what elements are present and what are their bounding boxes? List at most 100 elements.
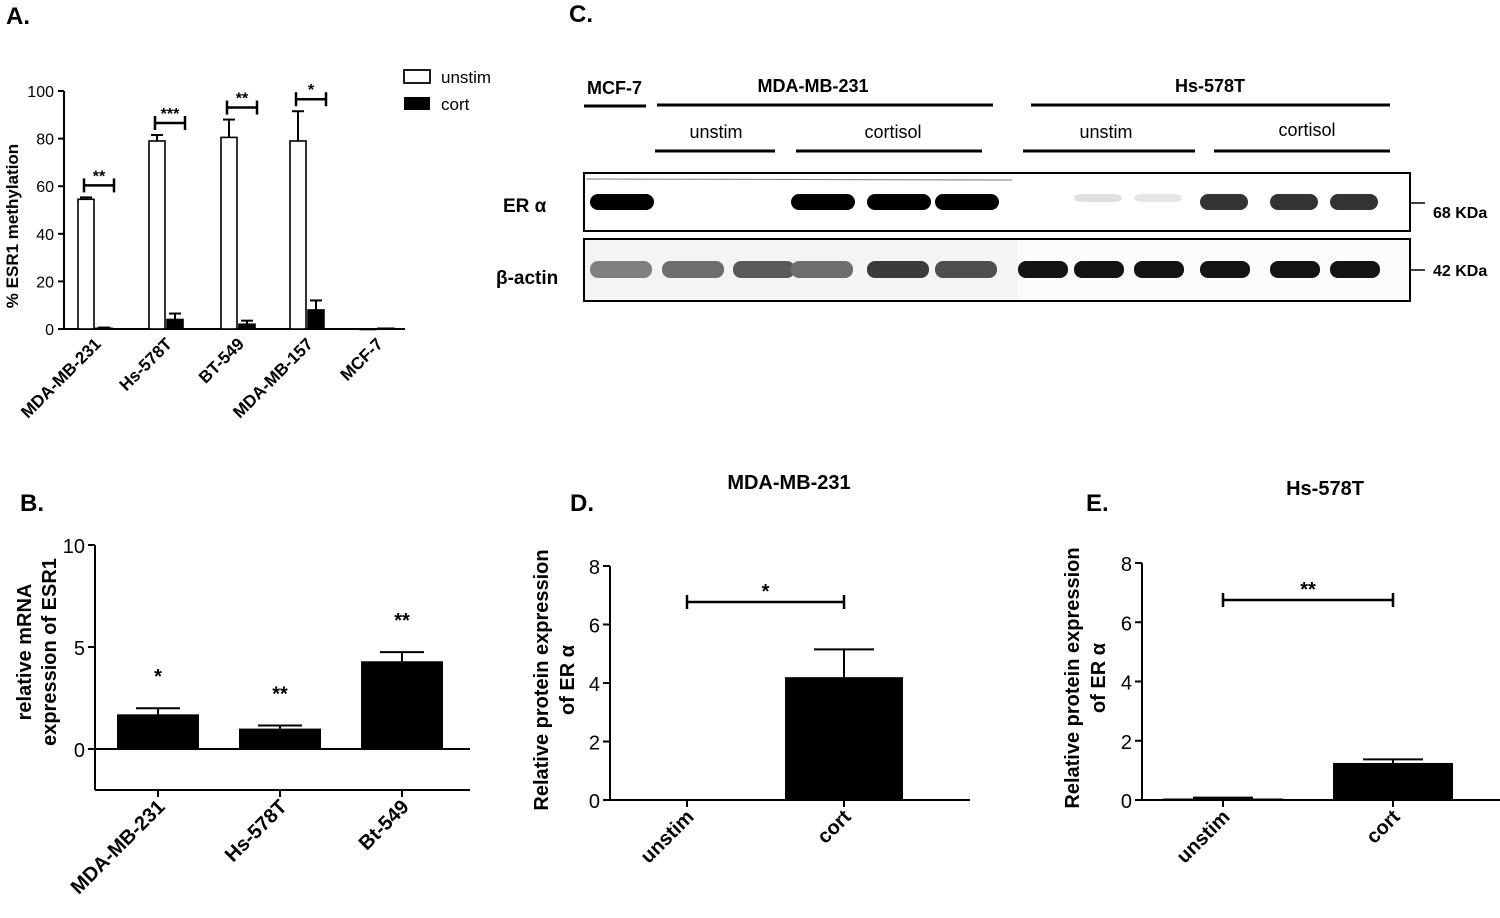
era-band-lane-1 xyxy=(590,194,654,210)
b-y-tick-label: 10 xyxy=(63,536,85,558)
panel-c-letter: C. xyxy=(569,1,593,28)
header-mda-cortisol: cortisol xyxy=(864,122,921,142)
era-band-lane-5 xyxy=(867,194,931,210)
panel-a: A. % ESR1 methylation 0 20 40 60 80 100 MDA-MB… xyxy=(3,3,491,422)
a-bar-unstim-Hs-578T xyxy=(148,140,166,330)
d-x-tick-label: unstim xyxy=(637,806,699,868)
a-y-tick-label: 40 xyxy=(36,227,54,244)
actin-band-lane-10 xyxy=(1200,261,1250,278)
b-x-tick-label: MDA-MB-231 xyxy=(67,796,170,899)
legend-cort-label: cort xyxy=(441,95,470,114)
e-y-tick-label: 2 xyxy=(1121,732,1132,754)
legend-cort-swatch xyxy=(404,97,430,110)
panel-e-letter: E. xyxy=(1086,490,1109,517)
panel-e-plot: 0 2 4 6 8 unstim cort ** xyxy=(1121,554,1500,868)
panel-a-legend: unstim cort xyxy=(403,68,491,114)
panel-d-letter: D. xyxy=(570,490,594,517)
header-hs: Hs-578T xyxy=(1175,76,1245,96)
panel-d-title: MDA-MB-231 xyxy=(727,472,850,494)
panel-e: E. Hs-578T Relative protein expression o… xyxy=(1062,478,1500,868)
row-label-actin: β-actin xyxy=(496,268,558,289)
era-band-lane-11 xyxy=(1270,194,1318,210)
panel-d: D. MDA-MB-231 Relative protein expressio… xyxy=(531,472,970,868)
d-y-tick-label: 6 xyxy=(589,616,600,638)
e-y-tick-label: 4 xyxy=(1121,673,1132,695)
e-sig-label: ** xyxy=(1300,579,1316,601)
panel-a-ylabel: % ESR1 methylation xyxy=(3,144,22,308)
header-mda-unstim: unstim xyxy=(689,122,742,142)
row-label-era: ER α xyxy=(503,196,547,217)
actin-band-lane-5 xyxy=(867,261,929,278)
header-hs-cortisol: cortisol xyxy=(1278,120,1335,140)
panel-b-ylabel-line1: relative mRNA xyxy=(14,584,36,721)
a-x-tick-label: MDA-MB-231 xyxy=(17,334,105,422)
b-y-tick-label: 5 xyxy=(74,638,85,660)
actin-band-lane-4 xyxy=(791,261,853,278)
a-x-tick-label: MCF-7 xyxy=(337,334,387,384)
a-bar-cort-MDA-MB-157 xyxy=(307,309,325,330)
header-mda: MDA-MB-231 xyxy=(757,76,868,96)
a-bar-cort-MCF-7 xyxy=(377,327,395,330)
d-y-tick-label: 2 xyxy=(589,733,600,755)
panel-d-plot: 0 2 4 6 8 unstim cort * xyxy=(589,557,970,868)
b-bar-Hs-578T xyxy=(239,728,321,749)
panel-e-ylabel-line1: Relative protein expression xyxy=(1062,547,1084,808)
e-x-tick-label: unstim xyxy=(1173,806,1235,868)
a-bar-unstim-MDA-MB-157 xyxy=(289,140,307,330)
a-y-tick-label: 80 xyxy=(36,132,54,149)
e-y-tick-label: 0 xyxy=(1121,791,1132,813)
e-bar-cort xyxy=(1333,762,1453,800)
panel-b-ylabel-line2: expression of ESR1 xyxy=(39,558,61,746)
b-sig-MDA-MB-231: * xyxy=(154,666,162,688)
a-y-tick-label: 20 xyxy=(36,274,54,291)
a-bar-unstim-MCF-7 xyxy=(359,328,377,331)
header-hs-unstim: unstim xyxy=(1079,122,1132,142)
actin-band-lane-1 xyxy=(590,261,652,278)
blot-bands xyxy=(590,194,1380,278)
era-band-lane-12 xyxy=(1330,194,1378,210)
actin-band-lane-11 xyxy=(1270,261,1320,278)
d-y-tick-label: 8 xyxy=(589,557,600,579)
a-bar-unstim-MDA-MB-231 xyxy=(77,198,95,330)
panel-a-letter: A. xyxy=(6,3,30,30)
a-sig-MDA-MB-231-label: ** xyxy=(93,168,106,185)
actin-band-lane-8 xyxy=(1074,261,1124,278)
era-band-lane-6 xyxy=(935,194,999,210)
panel-b-plot: 0 5 10 * MDA-MB-231 ** Hs-578T ** Bt-549 xyxy=(63,536,470,899)
a-sig-MDA-MB-157-label: * xyxy=(308,82,315,99)
header-mcf7: MCF-7 xyxy=(587,78,642,98)
a-sig-Hs-578T-label: *** xyxy=(161,106,180,123)
actin-band-lane-12 xyxy=(1330,261,1380,278)
e-bar-unstim xyxy=(1163,798,1283,800)
a-bar-cort-BT-549 xyxy=(238,323,256,330)
panel-b-letter: B. xyxy=(20,490,44,517)
era-band-lane-8 xyxy=(1074,194,1122,202)
a-bar-cort-Hs-578T xyxy=(166,318,184,330)
era-band-lane-10 xyxy=(1200,194,1248,210)
b-sig-Bt-549: ** xyxy=(394,610,410,632)
e-x-tick-label: cort xyxy=(1362,806,1405,849)
actin-band-lane-3 xyxy=(733,261,795,278)
e-y-tick-label: 8 xyxy=(1121,554,1132,576)
d-x-tick-label: cort xyxy=(813,806,856,849)
panel-c: C. MCF-7 MDA-MB-231 Hs-578T unstim corti… xyxy=(496,1,1487,302)
actin-band-lane-9 xyxy=(1134,261,1184,278)
panel-e-ylabel-line2: of ER α xyxy=(1088,642,1110,713)
marker-68-label: 68 KDa xyxy=(1433,205,1487,222)
era-band-lane-4 xyxy=(791,194,855,210)
panel-e-title: Hs-578T xyxy=(1286,478,1364,500)
a-y-tick-label: 0 xyxy=(45,322,54,339)
panel-b: B. relative mRNA expression of ESR1 0 5 10… xyxy=(14,490,470,899)
b-bar-Bt-549 xyxy=(361,661,443,749)
a-sig-BT-549-label: ** xyxy=(236,91,249,108)
blot-era-inner-line xyxy=(585,178,1013,181)
a-y-tick-label: 100 xyxy=(27,84,54,101)
panel-a-plot: 020406080100MDA-MB-231**Hs-578T***BT-549… xyxy=(17,82,405,422)
actin-band-lane-7 xyxy=(1018,261,1068,278)
actin-band-lane-2 xyxy=(662,261,724,278)
d-bar-cort xyxy=(785,677,903,800)
b-bar-MDA-MB-231 xyxy=(117,714,199,749)
e-y-tick-label: 6 xyxy=(1121,613,1132,635)
legend-unstim-label: unstim xyxy=(441,68,491,87)
